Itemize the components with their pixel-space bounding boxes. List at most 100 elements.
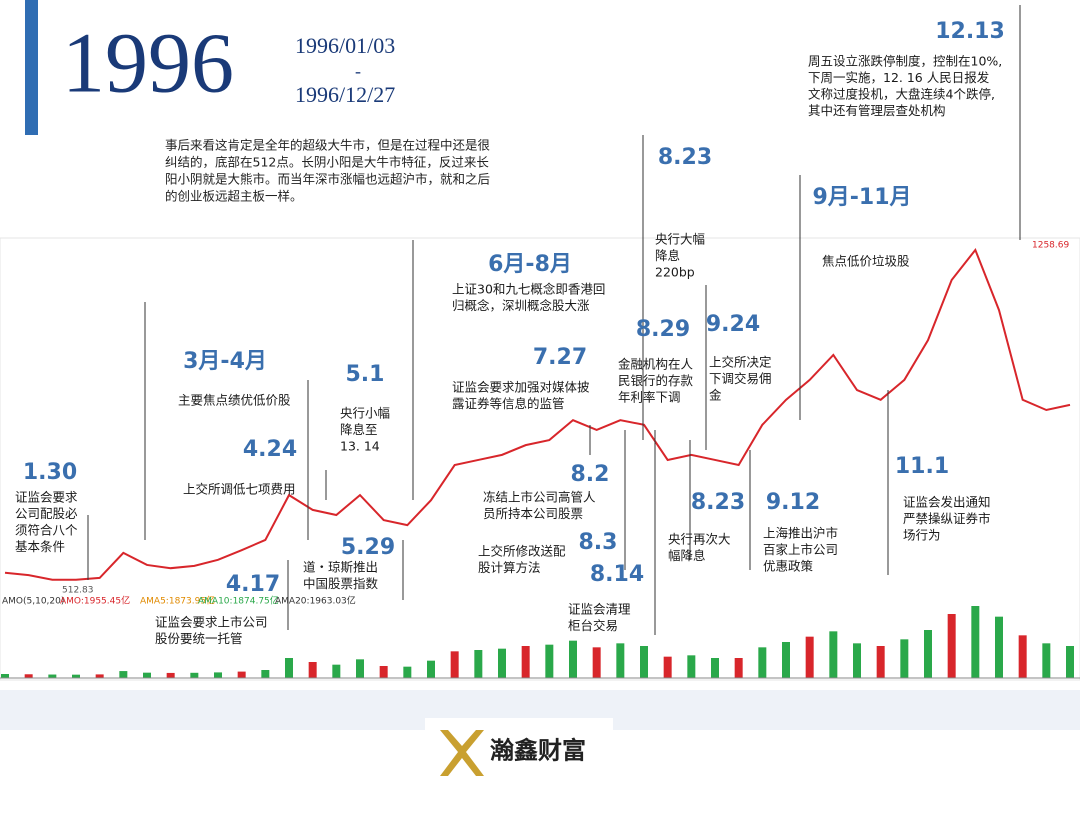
- event-date: 8.14: [590, 562, 644, 587]
- event-date: 5.29: [341, 535, 395, 560]
- volume-bar: [876, 646, 885, 678]
- event-date: 11.1: [895, 454, 949, 479]
- event-text: 冻结上市公司高管人: [483, 490, 596, 505]
- event-text: 证监会要求加强对媒体披: [452, 380, 590, 395]
- volume-bar: [237, 671, 246, 678]
- volume-bar: [521, 646, 530, 678]
- event-text: 须符合八个: [15, 523, 78, 538]
- event-text: 公司配股必: [15, 506, 78, 521]
- event-text: 下周一实施，12. 16 人民日报发: [808, 70, 990, 85]
- volume-bar: [285, 658, 293, 678]
- volume-bar: [24, 674, 33, 678]
- event-text: 上海推出沪市: [763, 526, 838, 541]
- volume-bar: [1066, 646, 1074, 678]
- chart-area: [0, 237, 1080, 681]
- event-text: 归概念，深圳概念股大涨: [452, 298, 590, 313]
- event-text: 证监会发出通知: [903, 495, 991, 510]
- event-text: 下调交易佣: [709, 371, 772, 386]
- volume-bar: [119, 671, 128, 678]
- event-date: 8.2: [571, 462, 610, 487]
- event-text: 证监会要求上市公司: [155, 615, 268, 630]
- low-label: 512.83: [62, 586, 94, 596]
- event-text: 上交所决定: [709, 355, 772, 370]
- volume-bar: [995, 616, 1003, 678]
- event-text: 220bp: [655, 265, 695, 280]
- event-text: 13. 14: [340, 439, 380, 454]
- volume-bar: [569, 640, 577, 678]
- indicator: AMA20:1963.03亿: [275, 595, 356, 607]
- event-date: 9月-11月: [812, 185, 911, 210]
- event-text: 央行小幅: [340, 406, 390, 421]
- event-text: 百家上市公司: [763, 542, 838, 557]
- event-date: 4.17: [226, 572, 280, 597]
- indicator: AMA5:1873.95亿: [140, 595, 215, 607]
- volume-bar: [427, 660, 435, 678]
- event-text: 主要焦点绩优低价股: [178, 393, 291, 408]
- event-text: 严禁操纵证券市: [903, 511, 991, 526]
- event-text: 文称过度投机，大盘连续4个跌停,: [808, 87, 995, 102]
- volume-bar: [48, 674, 57, 678]
- event-date: 1.30: [23, 460, 77, 485]
- event-date: 9.12: [766, 490, 820, 515]
- event-text: 民银行的存款: [618, 373, 694, 388]
- accent-bar: [25, 0, 38, 135]
- logo-name: 瀚鑫财富: [490, 736, 586, 765]
- event-text: 证监会清理: [568, 602, 631, 617]
- event-text: 上证30和九七概念即香港回: [452, 282, 605, 297]
- volume-bar: [663, 656, 672, 678]
- intro-line: 事后来看这肯定是全年的超级大牛市，但是在过程中还是很: [165, 138, 491, 153]
- volume-bar: [924, 630, 932, 678]
- event-text: 场行为: [903, 528, 941, 543]
- volume-bar: [640, 646, 648, 678]
- event-text: 基本条件: [15, 539, 65, 554]
- event-date: 8.23: [691, 490, 745, 515]
- event-text: 降息至: [340, 422, 378, 437]
- event-text: 金: [709, 388, 722, 403]
- volume-bar: [758, 647, 767, 678]
- volume-bar: [1018, 635, 1027, 678]
- event-date: 4.24: [243, 437, 297, 462]
- event-text: 股份要统一托管: [155, 631, 243, 646]
- volume-bar: [971, 606, 980, 678]
- year: 1996: [62, 15, 234, 111]
- event-text: 员所持本公司股票: [483, 506, 583, 521]
- intro-line: 纠结的，底部在512点。长阴小阳是大牛市特征，反过来长: [165, 155, 489, 170]
- volume-bar: [829, 631, 838, 678]
- event-text: 金融机构在人: [618, 357, 694, 372]
- volume-bar: [900, 639, 909, 678]
- event-text: 降息: [655, 248, 680, 263]
- volume-bar: [403, 666, 412, 678]
- event-text: 其中还有管理层查处机构: [808, 103, 946, 118]
- event-date: 7.27: [533, 345, 587, 370]
- end-date: 1996/12/27: [295, 82, 395, 107]
- volume-bar: [474, 650, 483, 678]
- volume-bar: [711, 658, 719, 678]
- volume-bar: [95, 674, 104, 678]
- event-date: 9.24: [706, 312, 760, 337]
- indicator: AMO(5,10,20): [2, 597, 64, 607]
- event-text: 证监会要求: [15, 490, 78, 505]
- event-text: 周五设立涨跌停制度，控制在10%,: [808, 54, 1002, 69]
- event-date: 3月-4月: [183, 349, 267, 374]
- event-text: 道・琼斯推出: [303, 560, 378, 575]
- volume-bar: [308, 662, 317, 678]
- intro-line: 阳小阴就是大熊市。而当年深市涨幅也远超沪市，就和之后: [165, 172, 490, 187]
- volume-bar: [214, 672, 222, 678]
- event-date: 8.23: [658, 145, 712, 170]
- event-date: 8.3: [579, 530, 618, 555]
- volume-bar: [853, 643, 861, 678]
- volume-bar: [947, 614, 956, 678]
- event-date: 12.13: [935, 19, 1005, 44]
- event-text: 露证券等信息的监管: [452, 396, 565, 411]
- volume-bar: [592, 647, 601, 678]
- logo-icon: [440, 730, 484, 776]
- event-text: 股计算方法: [478, 560, 541, 575]
- event-text: 优惠政策: [763, 559, 814, 574]
- date-dash: -: [355, 61, 361, 81]
- event-date: 8.29: [636, 317, 690, 342]
- volume-bar: [805, 636, 814, 678]
- indicator: AMA10:1874.75亿: [198, 595, 279, 607]
- volume-bar: [1042, 643, 1051, 678]
- intro-line: 的创业板远超主板一样。: [165, 189, 303, 204]
